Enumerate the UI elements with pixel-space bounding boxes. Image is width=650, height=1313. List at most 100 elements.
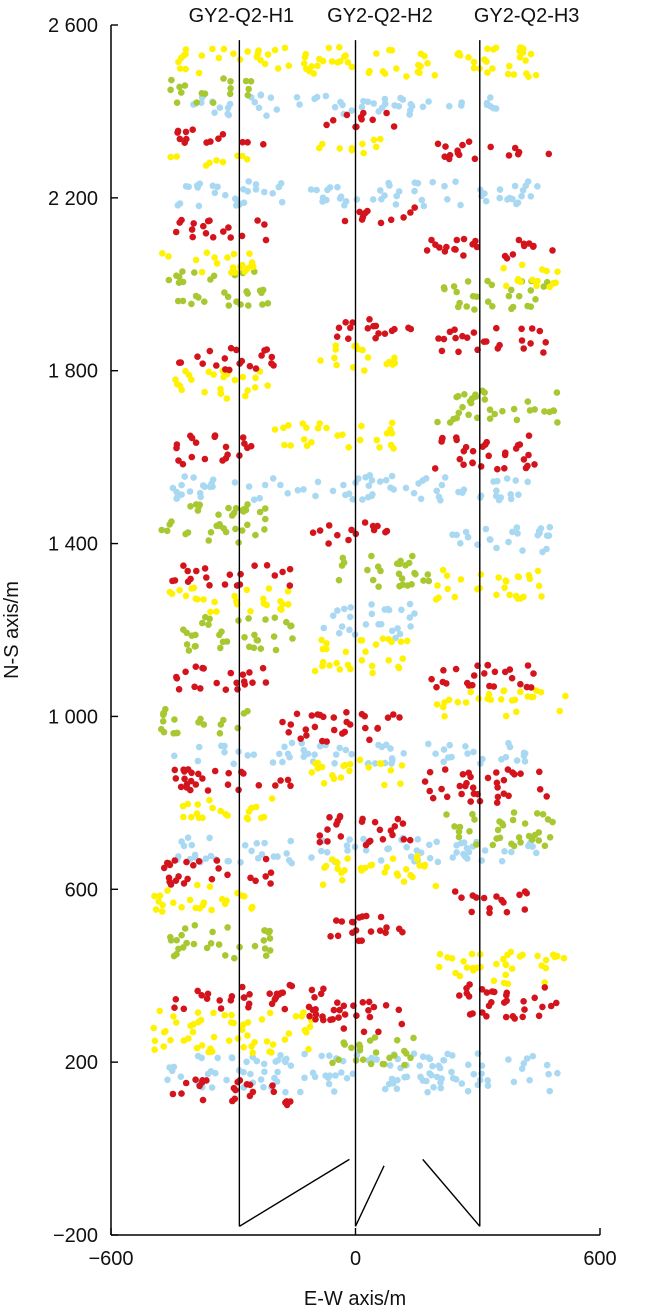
event-point-red — [531, 994, 538, 1002]
event-point-blue — [433, 487, 441, 495]
event-point-blue — [543, 1061, 551, 1069]
event-point-yellow — [502, 971, 510, 979]
event-point-red — [324, 838, 331, 845]
event-point-red — [338, 918, 346, 925]
event-point-red — [193, 567, 200, 575]
event-point-red — [483, 989, 491, 996]
event-point-red — [514, 441, 522, 449]
event-point-red — [195, 770, 202, 778]
event-point-blue — [428, 1071, 435, 1079]
event-point-red — [336, 1006, 343, 1014]
event-point-green — [244, 290, 251, 297]
event-point-yellow — [281, 1036, 289, 1043]
event-point-yellow — [434, 582, 441, 589]
event-point-blue — [247, 1070, 254, 1078]
event-point-green — [539, 811, 547, 818]
event-point-blue — [383, 741, 390, 749]
event-point-yellow — [205, 368, 213, 376]
event-point-blue — [362, 621, 370, 628]
event-point-yellow — [342, 648, 350, 656]
event-point-red — [536, 327, 544, 335]
event-point-blue — [368, 601, 375, 608]
event-point-green — [266, 947, 274, 954]
event-point-green — [224, 924, 231, 931]
event-point-red — [370, 1003, 378, 1011]
event-point-red — [502, 1013, 510, 1021]
event-point-yellow — [213, 157, 220, 164]
event-point-yellow — [381, 781, 388, 789]
event-point-red — [348, 526, 355, 534]
event-point-blue — [385, 606, 393, 614]
event-point-blue — [444, 196, 451, 203]
event-point-green — [215, 941, 223, 948]
event-point-green — [401, 1047, 408, 1055]
event-point-red — [453, 236, 461, 244]
event-point-yellow — [230, 250, 238, 258]
event-point-red — [194, 987, 201, 995]
event-point-green — [535, 829, 543, 836]
event-point-yellow — [356, 756, 364, 764]
event-point-red — [217, 1005, 225, 1012]
event-point-green — [203, 944, 211, 952]
event-point-red — [472, 237, 479, 245]
event-point-yellow — [334, 59, 342, 66]
event-point-yellow — [155, 898, 162, 905]
well-build-section-3 — [422, 1158, 481, 1227]
event-point-green — [200, 721, 208, 728]
event-point-red — [399, 820, 407, 827]
event-point-yellow — [372, 143, 380, 151]
event-point-red — [198, 992, 205, 999]
event-point-green — [509, 816, 517, 824]
event-point-yellow — [519, 45, 527, 52]
event-point-blue — [261, 839, 268, 847]
event-point-red — [423, 247, 431, 254]
event-point-red — [515, 236, 523, 244]
event-point-yellow — [238, 1026, 246, 1033]
event-point-blue — [457, 540, 464, 547]
event-point-blue — [397, 94, 404, 102]
event-point-red — [459, 771, 467, 778]
event-point-red — [438, 347, 446, 355]
event-point-yellow — [432, 882, 440, 890]
event-point-red — [178, 1090, 185, 1097]
event-point-red — [460, 461, 467, 469]
event-point-red — [390, 123, 398, 130]
event-point-yellow — [365, 69, 373, 77]
event-point-red — [429, 794, 437, 802]
event-point-blue — [449, 531, 456, 538]
event-point-red — [182, 668, 189, 676]
event-point-yellow — [393, 65, 400, 72]
event-point-red — [182, 1079, 190, 1087]
event-point-yellow — [346, 767, 353, 775]
event-point-red — [516, 891, 523, 899]
x-tick-label: −600 — [88, 1248, 133, 1270]
event-point-red — [184, 578, 192, 585]
event-point-red — [246, 991, 253, 998]
event-point-green — [242, 77, 250, 85]
event-point-yellow — [325, 44, 333, 52]
event-point-yellow — [377, 135, 384, 143]
event-point-red — [517, 680, 524, 688]
event-point-red — [426, 768, 434, 776]
event-point-blue — [529, 843, 536, 850]
event-point-red — [493, 893, 500, 900]
event-point-green — [367, 1060, 375, 1068]
event-point-red — [524, 662, 532, 669]
event-point-blue — [346, 626, 353, 634]
event-point-yellow — [225, 1037, 233, 1044]
event-point-blue — [252, 186, 260, 193]
event-point-blue — [313, 93, 321, 101]
event-point-red — [287, 721, 295, 728]
event-point-blue — [338, 1069, 345, 1076]
event-point-yellow — [552, 279, 559, 287]
event-point-red — [395, 925, 403, 933]
well-label-1: GY2-Q2-H1 — [189, 5, 295, 27]
event-point-blue — [331, 103, 339, 111]
event-point-blue — [518, 192, 525, 200]
event-point-yellow — [264, 382, 272, 389]
event-point-red — [341, 1011, 349, 1018]
event-point-blue — [261, 1068, 268, 1076]
event-point-blue — [394, 625, 401, 632]
event-point-blue — [216, 104, 224, 111]
event-point-yellow — [210, 371, 217, 378]
